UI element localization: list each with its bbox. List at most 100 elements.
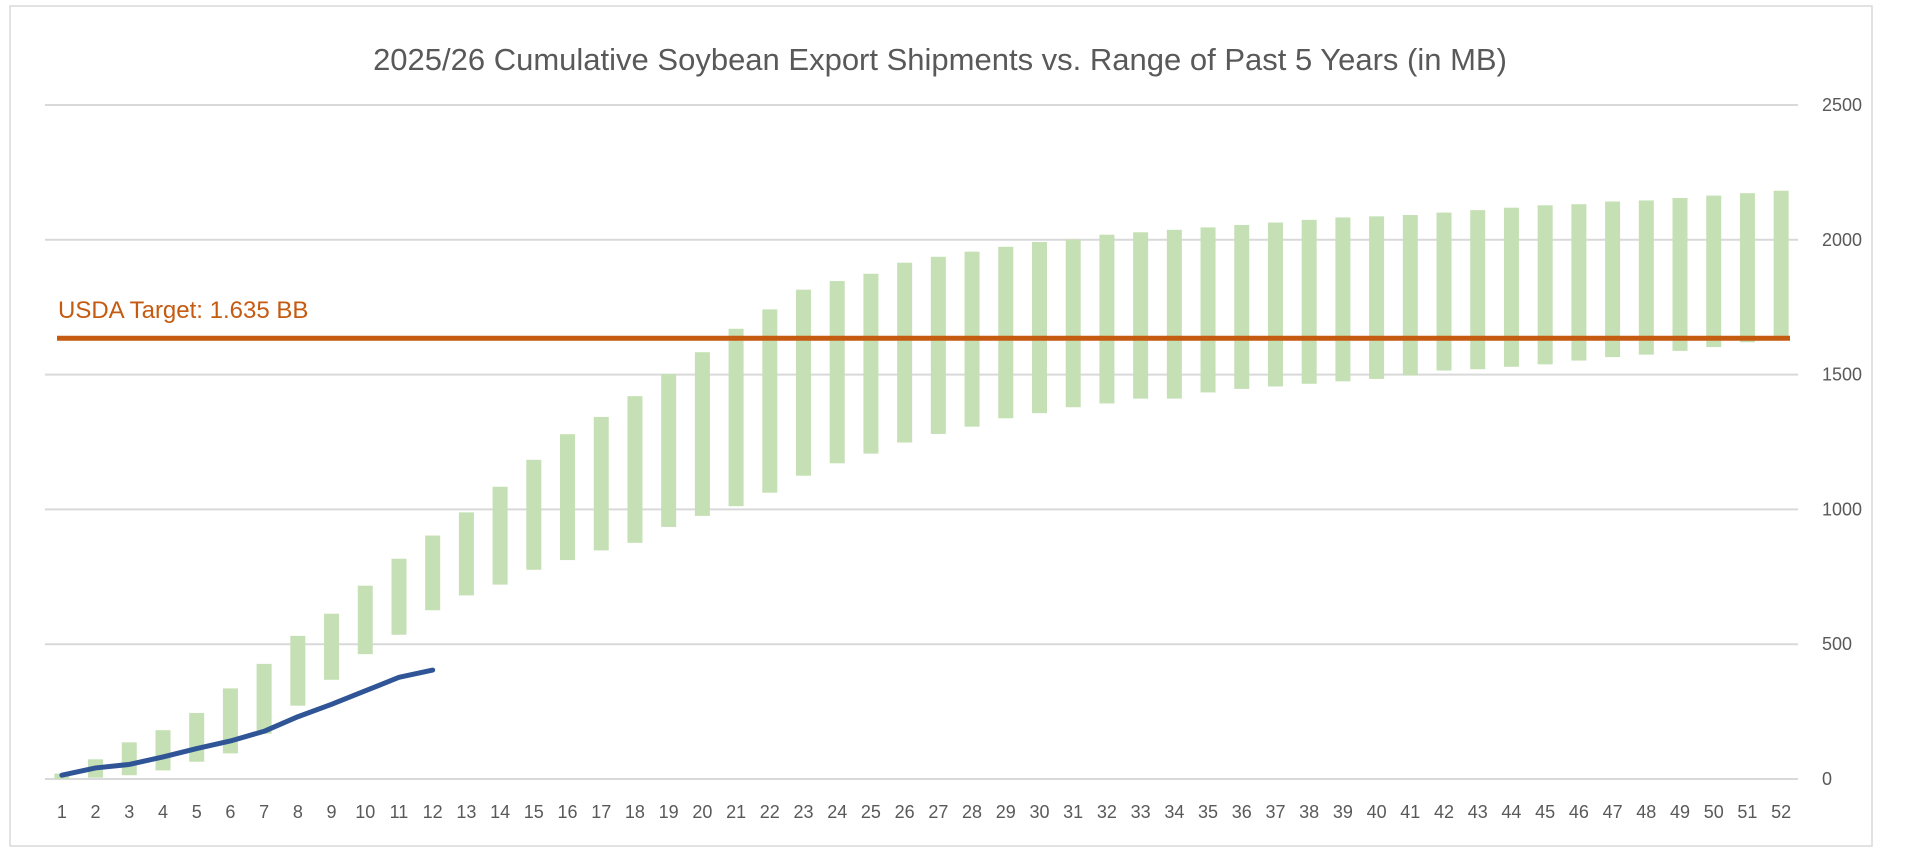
target-label: USDA Target: 1.635 BB — [58, 297, 308, 324]
x-tick-label: 7 — [259, 802, 269, 822]
x-tick-label: 9 — [327, 802, 337, 822]
range-bars — [54, 190, 1789, 779]
x-tick-label: 34 — [1164, 802, 1184, 822]
x-tick-label: 4 — [158, 802, 168, 822]
x-tick-label: 30 — [1029, 802, 1049, 822]
y-axis: 0 500 1000 1500 2000 2500 — [1822, 95, 1862, 789]
range-bar — [627, 396, 643, 543]
x-tick-label: 40 — [1367, 802, 1387, 822]
x-tick-label: 23 — [793, 802, 813, 822]
x-tick-label: 39 — [1333, 802, 1353, 822]
range-bar — [1133, 232, 1149, 399]
range-bar — [1605, 201, 1621, 358]
x-tick-label: 36 — [1232, 802, 1252, 822]
chart-title: 2025/26 Cumulative Soybean Export Shipme… — [373, 42, 1507, 77]
range-bar — [593, 416, 609, 551]
x-tick-label: 29 — [996, 802, 1016, 822]
x-tick-label: 31 — [1063, 802, 1083, 822]
x-tick-label: 33 — [1131, 802, 1151, 822]
x-tick-label: 44 — [1501, 802, 1521, 822]
x-tick-label: 27 — [928, 802, 948, 822]
range-bar — [1335, 217, 1351, 382]
range-bar — [930, 256, 946, 434]
x-tick-label: 5 — [192, 802, 202, 822]
x-tick-label: 1 — [57, 802, 67, 822]
target-line-group: USDA Target: 1.635 BB — [57, 297, 1790, 341]
x-tick-label: 50 — [1704, 802, 1724, 822]
x-axis: 1 2 3 4 5 6 7 8 9 10 11 12 13 14 15 16 17 18 19 20 21 22 23 24 2… — [57, 802, 1791, 822]
x-tick-label: 47 — [1603, 802, 1623, 822]
x-tick-label: 22 — [760, 802, 780, 822]
range-bar — [728, 328, 744, 507]
range-bar — [1031, 241, 1047, 414]
range-bar — [1537, 205, 1553, 365]
current-series — [59, 667, 436, 778]
x-tick-label: 46 — [1569, 802, 1589, 822]
range-bar — [458, 512, 474, 596]
range-bar — [829, 281, 845, 464]
x-tick-label: 17 — [591, 802, 611, 822]
range-bar — [1166, 229, 1182, 399]
range-bar — [998, 246, 1014, 419]
range-bar — [1436, 212, 1452, 371]
x-tick-label: 25 — [861, 802, 881, 822]
x-tick-label: 51 — [1737, 802, 1757, 822]
x-tick-label: 13 — [456, 802, 476, 822]
y-tick-label: 2500 — [1822, 95, 1862, 115]
x-tick-label: 41 — [1400, 802, 1420, 822]
x-tick-label: 10 — [355, 802, 375, 822]
range-bar — [1672, 198, 1688, 351]
x-tick-label: 24 — [827, 802, 847, 822]
range-bar — [1234, 224, 1250, 389]
range-bar — [121, 742, 137, 776]
range-bar — [1402, 214, 1418, 376]
range-bar — [1638, 200, 1654, 355]
y-tick-label: 1500 — [1822, 365, 1862, 385]
y-tick-label: 1000 — [1822, 499, 1862, 519]
y-tick-label: 0 — [1822, 769, 1832, 789]
range-bar — [1773, 190, 1789, 339]
range-bar — [1739, 193, 1755, 343]
range-bar — [526, 459, 542, 570]
y-tick-label: 500 — [1822, 634, 1852, 654]
range-bar — [324, 613, 340, 680]
range-bar — [1470, 210, 1486, 370]
range-bar — [1301, 219, 1317, 384]
x-tick-label: 12 — [423, 802, 443, 822]
range-bar — [1706, 195, 1722, 348]
x-tick-label: 28 — [962, 802, 982, 822]
range-bar — [425, 535, 441, 611]
range-bar — [1099, 234, 1115, 404]
range-bar — [357, 585, 373, 655]
range-bar — [694, 352, 710, 516]
range-bar — [391, 558, 407, 635]
range-bar — [1065, 239, 1081, 408]
range-bar — [1571, 204, 1587, 361]
x-tick-label: 3 — [124, 802, 134, 822]
y-tick-label: 2000 — [1822, 230, 1862, 250]
range-bar — [863, 273, 879, 454]
x-tick-label: 52 — [1771, 802, 1791, 822]
range-bar — [560, 434, 576, 561]
x-tick-label: 42 — [1434, 802, 1454, 822]
x-tick-label: 19 — [659, 802, 679, 822]
x-tick-label: 49 — [1670, 802, 1690, 822]
x-tick-label: 21 — [726, 802, 746, 822]
x-tick-label: 11 — [390, 802, 409, 822]
x-tick-label: 35 — [1198, 802, 1218, 822]
x-tick-label: 18 — [625, 802, 645, 822]
current-series-line — [59, 667, 436, 778]
x-tick-label: 2 — [91, 802, 101, 822]
x-tick-label: 48 — [1636, 802, 1656, 822]
x-tick-label: 6 — [225, 802, 235, 822]
range-bar — [1200, 227, 1216, 393]
range-bar — [897, 262, 913, 443]
range-bar — [492, 486, 508, 585]
range-bar — [155, 730, 171, 771]
range-bar — [1369, 216, 1385, 379]
x-tick-label: 8 — [293, 802, 303, 822]
x-tick-label: 14 — [490, 802, 510, 822]
x-tick-label: 37 — [1265, 802, 1285, 822]
x-tick-label: 32 — [1097, 802, 1117, 822]
